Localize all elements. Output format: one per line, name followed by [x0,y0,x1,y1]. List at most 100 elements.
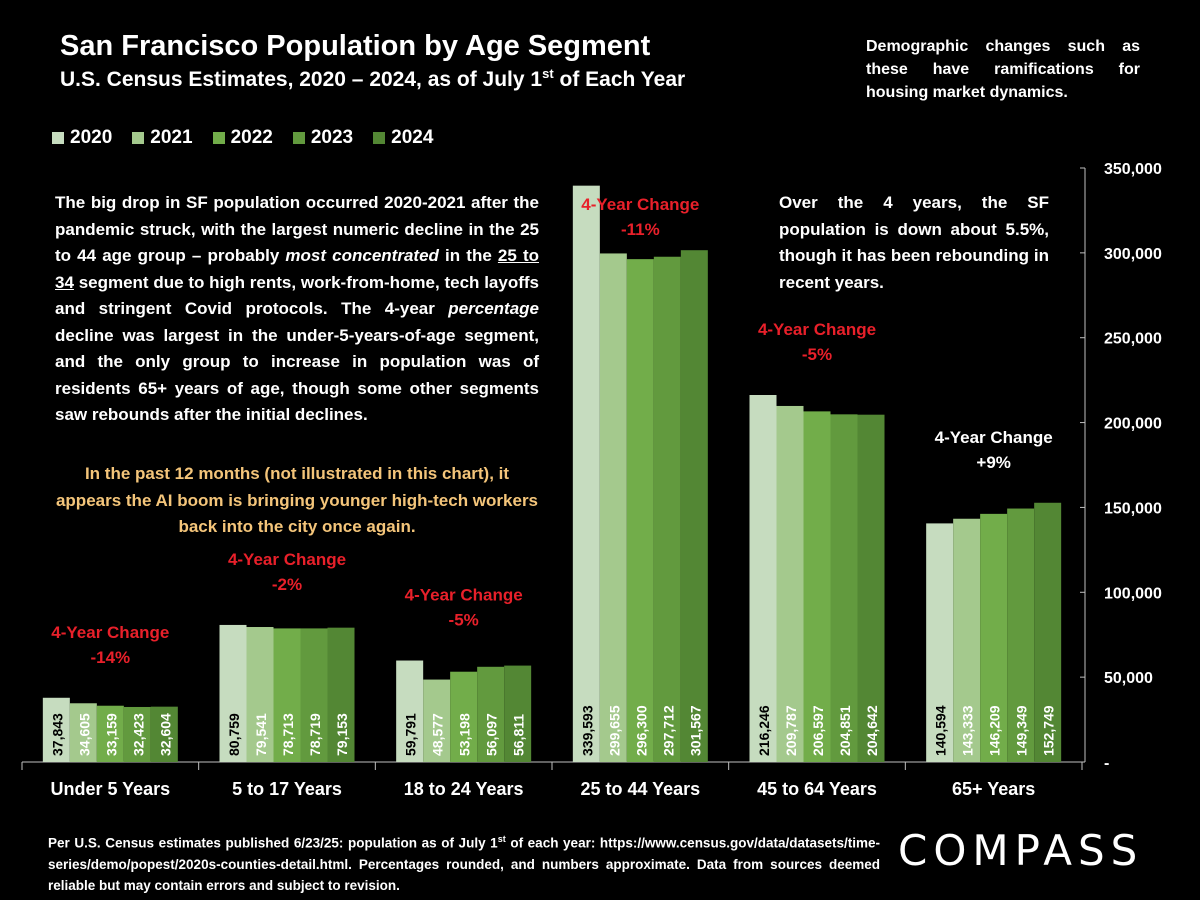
y-tick-label: 350,000 [1104,161,1162,178]
change-annotation-title: 4-Year Change [51,623,169,642]
side-note: Demographic changes such as these have r… [866,38,1140,101]
bar-2020 [749,394,777,762]
data-label: 296,300 [633,705,649,756]
y-tick-label: - [1104,755,1109,772]
bar-2020 [219,624,247,762]
legend-label: 2024 [391,127,434,148]
data-label: 56,097 [484,713,500,756]
bar-2023 [300,628,328,762]
bar-2020 [396,660,424,762]
legend-item-2022: 2022 [212,127,273,149]
x-category-label: 65+ Years [952,779,1035,799]
x-category-label: Under 5 Years [50,779,170,799]
change-annotation-value: -11% [621,220,660,239]
legend-item-2021: 2021 [132,127,193,149]
y-tick-label: 300,000 [1104,246,1162,263]
legend-item-2020: 2020 [52,127,112,149]
y-tick-label: 150,000 [1104,500,1162,517]
data-label: 149,349 [1014,705,1030,756]
x-category-label: 45 to 64 Years [757,779,877,799]
data-label: 301,567 [687,705,703,756]
bar-2021 [423,679,451,762]
data-label: 48,577 [430,713,446,756]
data-label: 339,593 [579,705,595,756]
bar-2023 [477,666,505,762]
y-tick-label: 50,000 [1104,670,1153,687]
legend-item-2024: 2024 [373,127,433,149]
legend-swatch [292,132,305,144]
bar-2024 [1034,502,1062,762]
source-footnote: Per U.S. Census estimates published 6/23… [48,834,880,893]
data-label: 34,605 [76,713,92,756]
bar-2024 [857,414,885,762]
change-annotation-value: -5% [449,611,479,630]
bar-2021 [776,405,804,762]
data-label: 79,153 [334,713,350,756]
legend-swatch [52,132,64,144]
data-label: 32,604 [157,713,173,756]
y-tick-label: 250,000 [1104,331,1162,348]
data-label: 143,333 [960,705,976,756]
legend-item-2023: 2023 [292,127,354,149]
bar-2022 [96,705,124,762]
y-tick-label: 200,000 [1104,416,1162,433]
data-label: 204,642 [864,705,880,756]
data-label: 216,246 [756,705,772,756]
data-label: 78,713 [280,713,296,756]
data-label: 80,759 [226,713,242,756]
bar-2024 [327,627,355,762]
legend-label: 2023 [310,127,354,148]
data-label: 53,198 [457,713,473,756]
data-label: 152,749 [1041,705,1057,756]
data-label: 209,787 [783,705,799,756]
data-label: 37,843 [49,713,65,756]
x-category-label: 18 to 24 Years [404,779,524,799]
legend: 2020 2021 2022 2023 2024 [52,127,433,149]
bar-2020 [572,185,600,762]
legend-swatch [373,132,386,144]
bar-2023 [123,706,151,762]
y-tick-label: 100,000 [1104,585,1162,602]
bar-2022 [980,513,1008,762]
bar-2024 [150,706,178,762]
change-annotation-value: -2% [272,575,302,594]
data-label: 299,655 [606,705,622,756]
data-label: 56,811 [511,714,527,756]
commentary-right: Over the 4 years, the SF population is d… [779,190,1049,296]
bar-2022 [803,411,831,762]
data-label: 297,712 [660,705,676,756]
bar-2021 [246,627,274,762]
chart-title: San Francisco Population by Age Segment [60,30,651,62]
change-annotation-title: 4-Year Change [935,428,1053,447]
x-category-label: 5 to 17 Years [232,779,342,799]
change-annotation-value: +9% [976,453,1011,472]
bar-2023 [830,414,858,762]
data-label: 204,851 [837,705,853,756]
data-label: 78,719 [307,713,323,756]
data-label: 146,209 [987,705,1003,756]
ai-boom-note: In the past 12 months (not illustrated i… [55,461,539,541]
legend-label: 2022 [230,127,273,148]
bar-2022 [626,259,654,762]
legend-swatch [212,132,225,144]
data-label: 79,541 [253,713,269,756]
bar-2022 [273,628,301,762]
legend-label: 2020 [70,127,113,148]
bar-2020 [926,523,954,762]
change-annotation-title: 4-Year Change [581,195,699,214]
bar-2020 [42,697,70,762]
bar-2022 [450,671,478,762]
data-label: 206,597 [810,705,826,756]
data-label: 32,423 [130,713,146,756]
bar-2024 [680,250,708,762]
bar-2021 [69,703,97,762]
change-annotation-value: -14% [90,648,130,667]
chart-subtitle: U.S. Census Estimates, 2020 – 2024, as o… [60,66,686,91]
bar-2023 [1007,508,1035,762]
change-annotation-title: 4-Year Change [758,320,876,339]
commentary-left: The big drop in SF population occurred 2… [55,190,539,429]
bar-2023 [653,256,681,762]
legend-swatch [132,132,145,144]
data-label: 140,594 [933,705,949,756]
bar-2024 [504,665,532,762]
